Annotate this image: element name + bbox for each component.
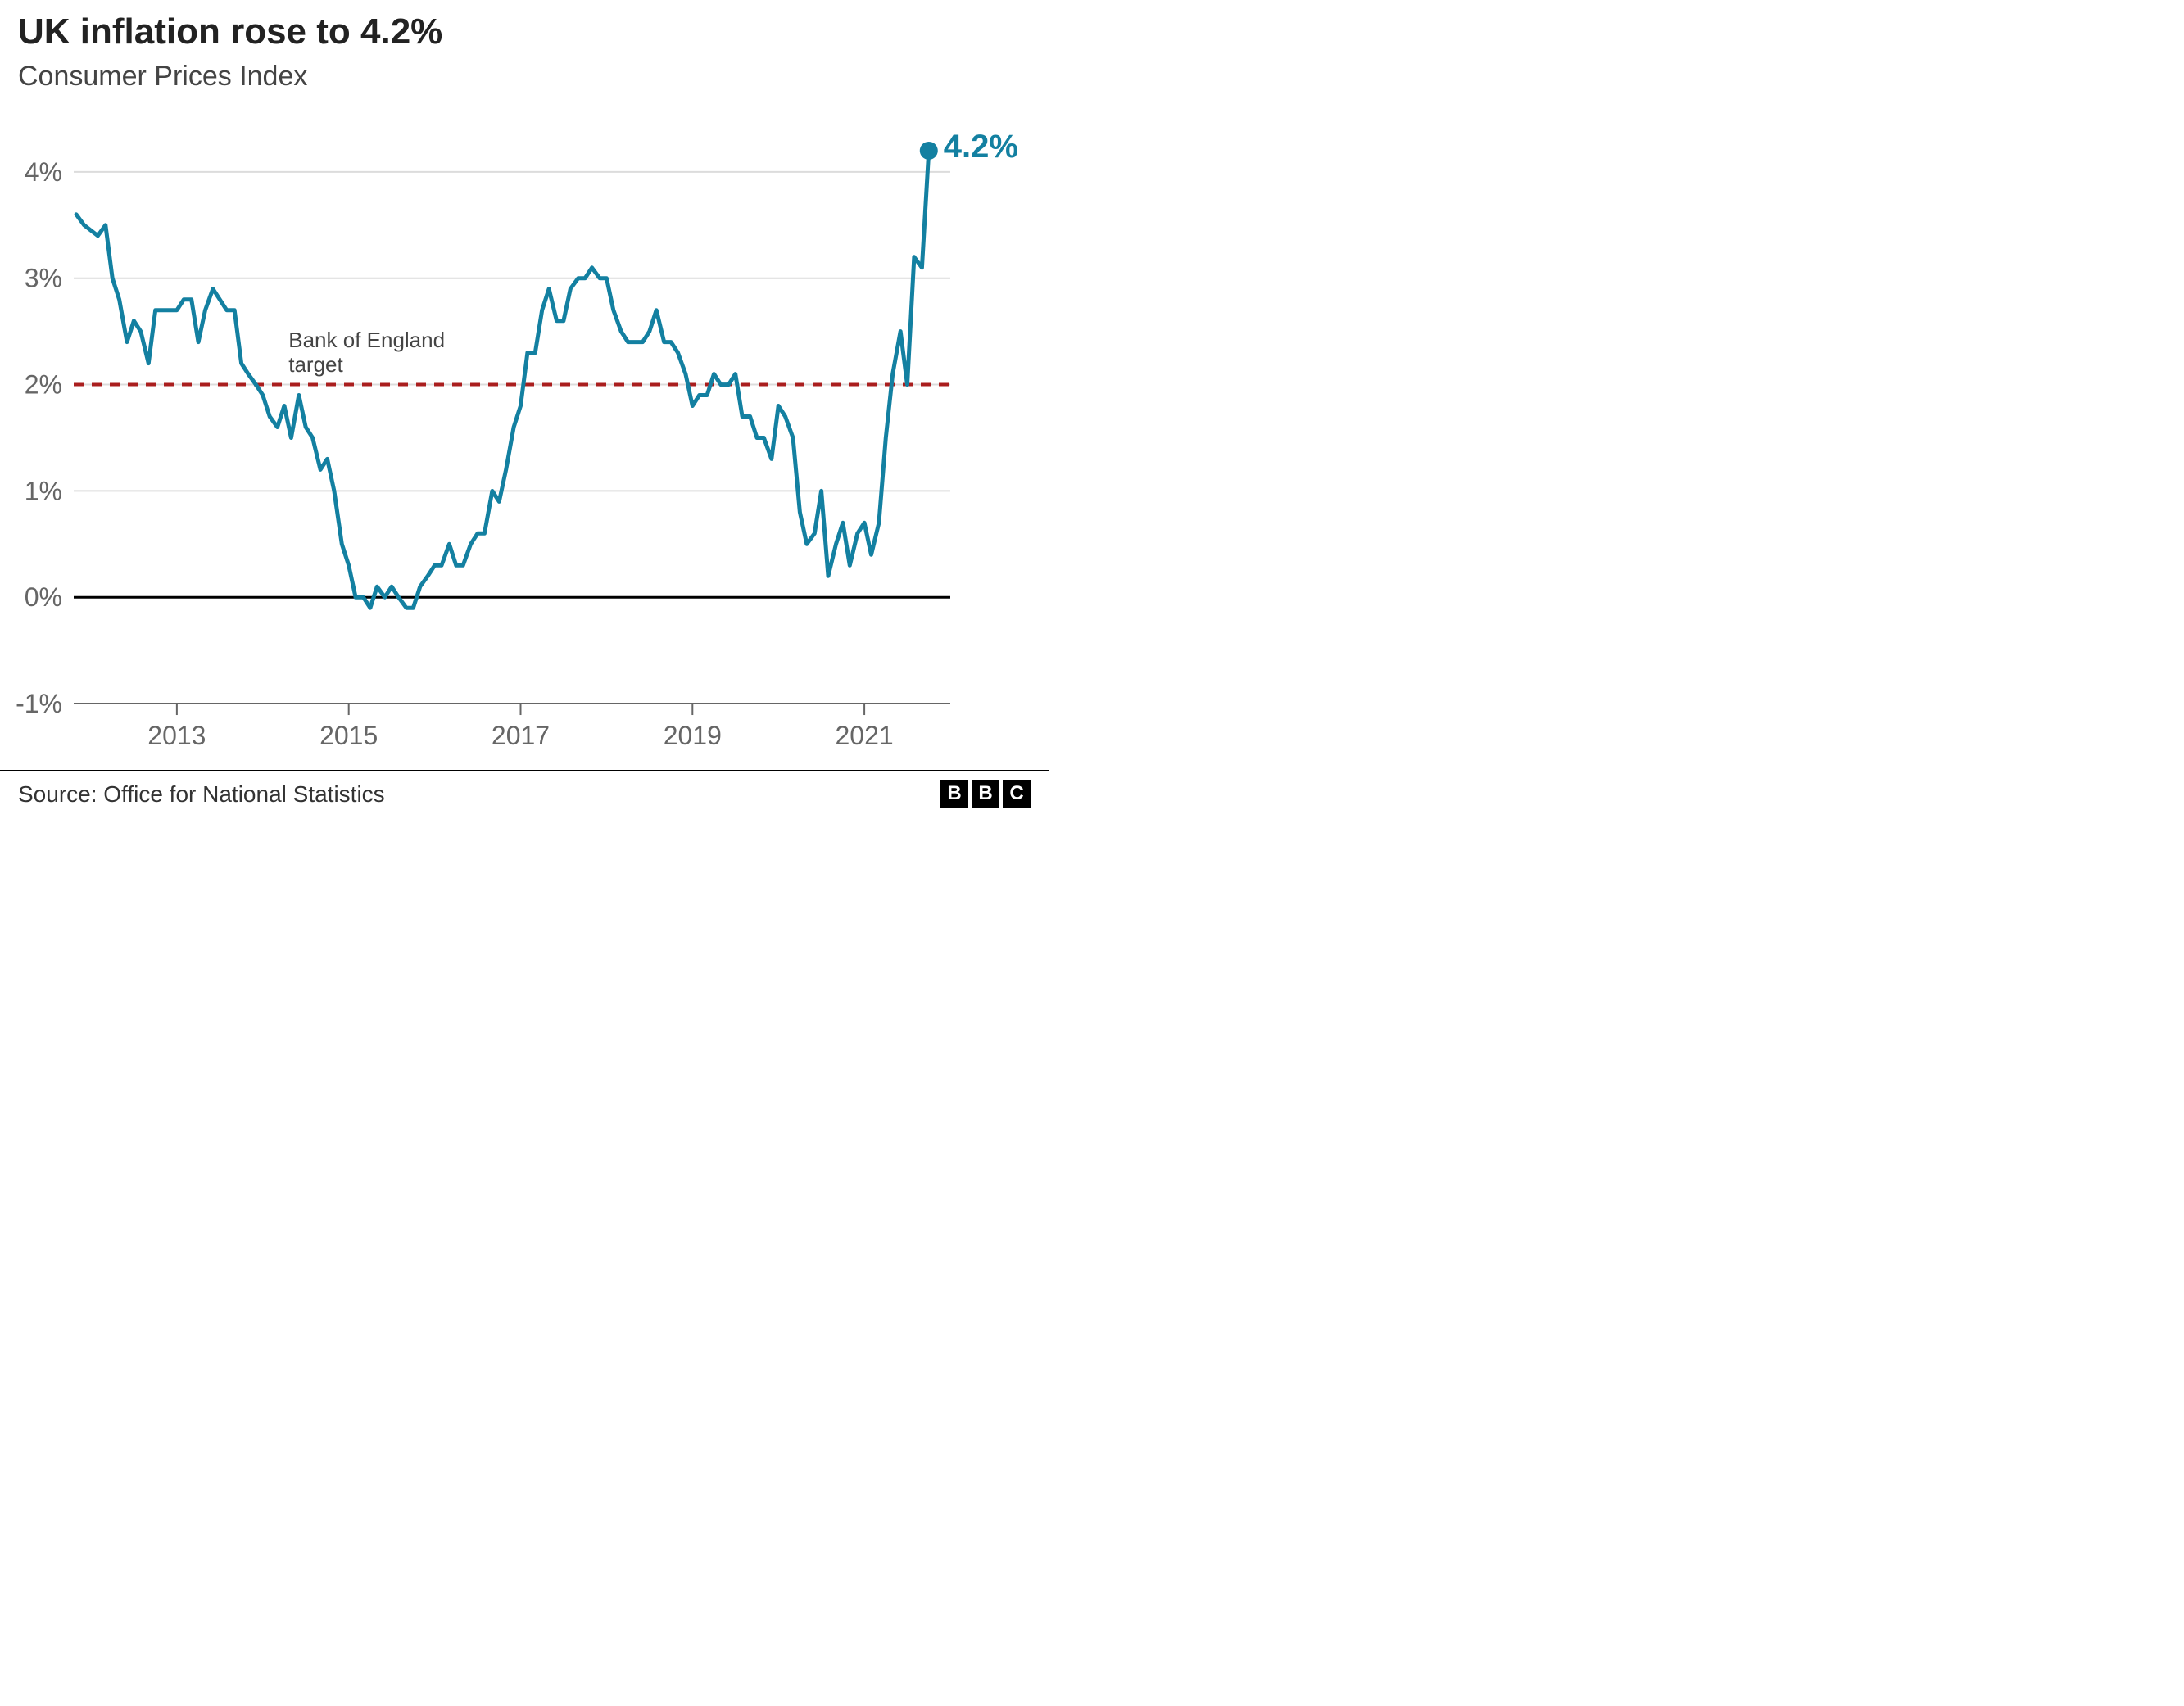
x-axis-label: 2017 (492, 721, 550, 750)
x-axis-label: 2019 (664, 721, 722, 750)
y-axis-label: 1% (25, 476, 62, 505)
bbc-logo-letter: B (972, 780, 999, 808)
y-axis-label: 4% (25, 157, 62, 187)
bbc-logo: BBC (940, 780, 1031, 808)
x-axis-label: 2013 (147, 721, 206, 750)
footer-divider (0, 770, 1049, 771)
chart-container: UK inflation rose to 4.2% Consumer Price… (0, 0, 1049, 822)
x-axis-label: 2015 (319, 721, 378, 750)
y-axis-label: 2% (25, 370, 62, 400)
bbc-logo-letter: B (940, 780, 968, 808)
endpoint-marker (920, 142, 938, 160)
reference-line-label: target (288, 352, 343, 377)
endpoint-label: 4.2% (944, 129, 1018, 165)
data-line (76, 151, 929, 608)
bbc-logo-letter: C (1003, 780, 1031, 808)
line-chart: -1% 0% 1% 2% 3% 4% 2013 2015 2017 2019 2021 Bank of… (0, 0, 1049, 770)
reference-line-label: Bank of England (288, 328, 445, 352)
source-text: Source: Office for National Statistics (18, 781, 385, 808)
x-axis-label: 2021 (836, 721, 894, 750)
y-axis-label: -1% (16, 689, 62, 718)
y-axis-label: 3% (25, 264, 62, 293)
y-axis-label: 0% (25, 582, 62, 612)
